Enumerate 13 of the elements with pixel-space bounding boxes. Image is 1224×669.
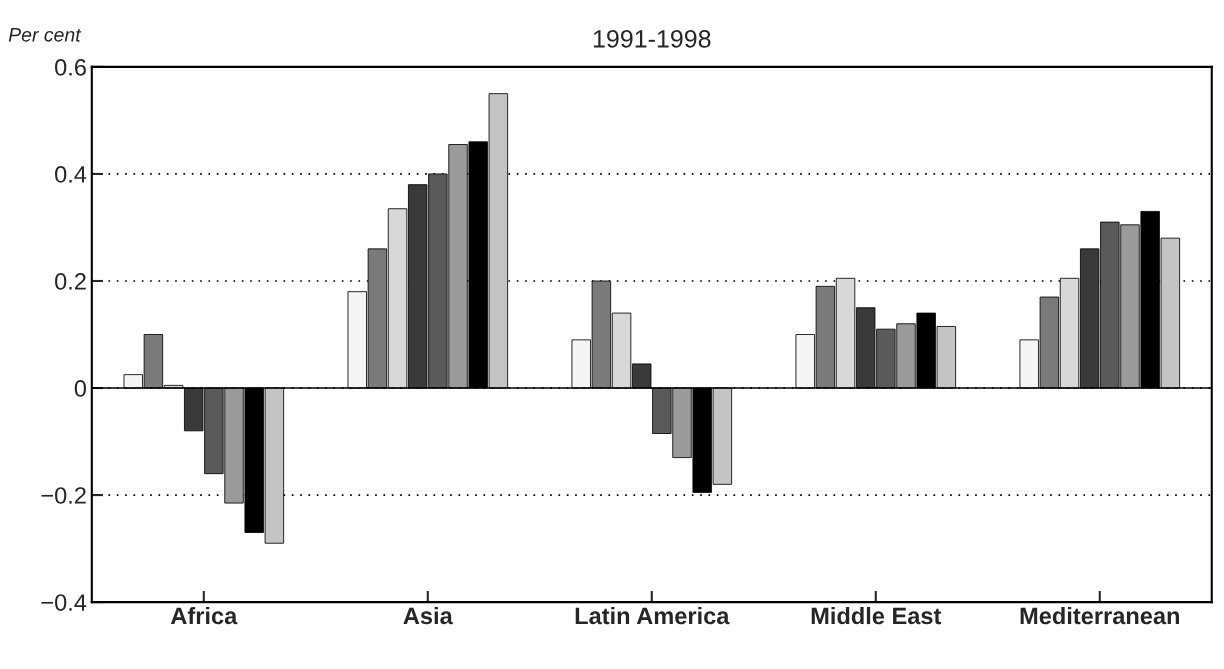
y-axis-title: Per cent <box>8 28 82 42</box>
x-tick-label: Middle East <box>811 606 942 625</box>
x-tick-label: Asia <box>403 606 453 625</box>
y-tick-label: 0.6 <box>55 58 86 76</box>
y-tick-label: 0 <box>74 380 87 397</box>
x-tick-label: Mediterranean <box>1020 606 1179 625</box>
y-tick-label: −0.4 <box>41 594 87 611</box>
y-tick-label: 0.4 <box>55 166 87 183</box>
x-tick-label: Africa <box>170 606 238 625</box>
x-tick-label: Latin America <box>575 606 730 625</box>
chart-title: 1991-1998 <box>593 30 711 48</box>
y-tick-label: −0.2 <box>41 487 86 504</box>
y-tick-label: 0.2 <box>55 273 86 290</box>
